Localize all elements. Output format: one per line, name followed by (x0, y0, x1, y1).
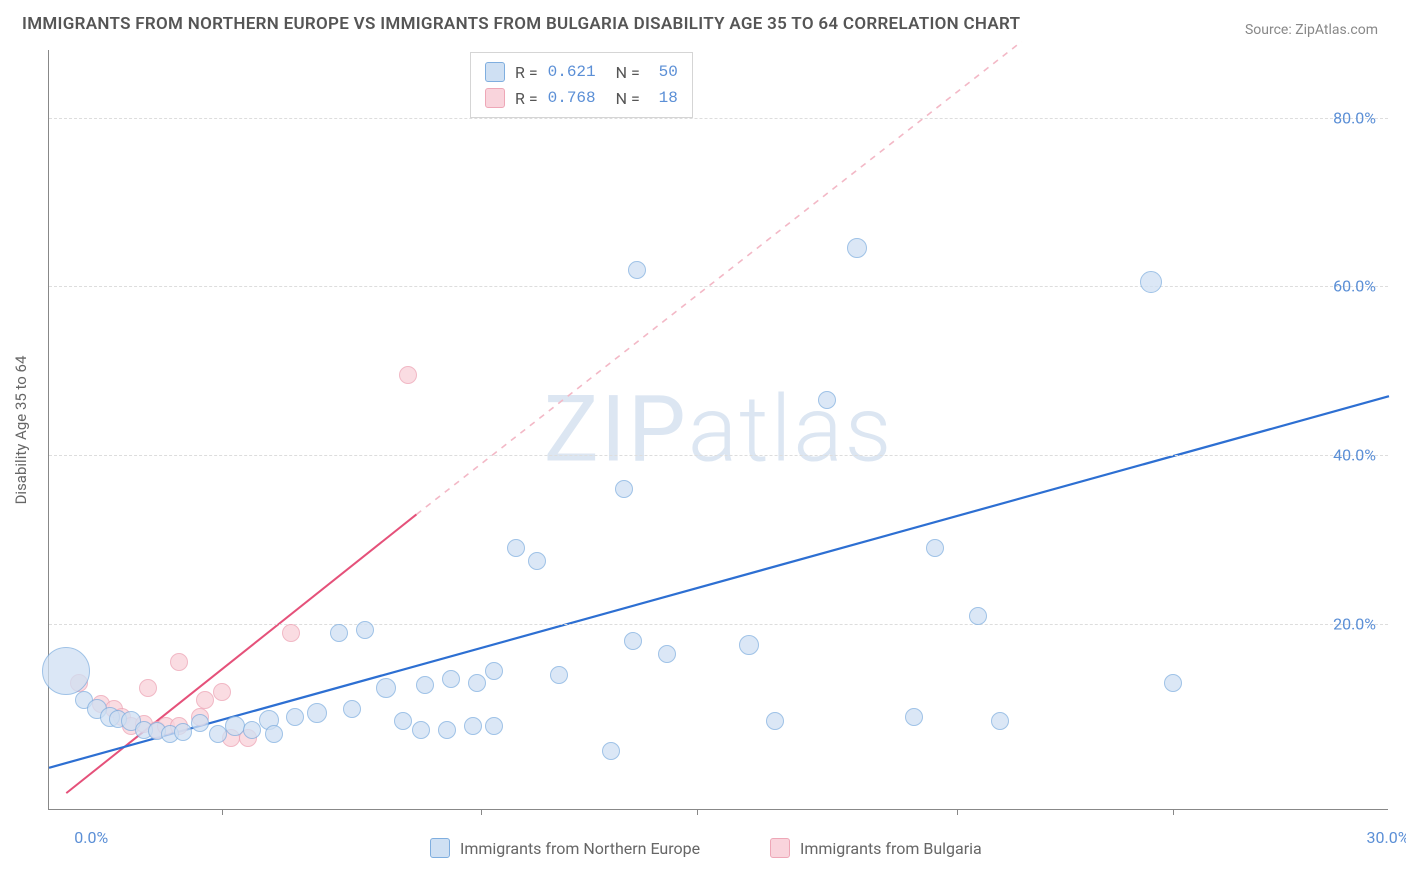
gridline (49, 118, 1388, 119)
data-point[interactable] (528, 552, 546, 570)
data-point[interactable] (818, 391, 836, 409)
gridline (49, 455, 1388, 456)
legend-n-label: N = (616, 63, 640, 82)
data-point[interactable] (330, 624, 348, 642)
source-label: Source: ZipAtlas.com (1245, 22, 1378, 38)
data-point[interactable] (416, 676, 434, 694)
y-tick-label: 20.0% (1333, 615, 1376, 634)
trend-lines-layer (49, 50, 1388, 809)
data-point[interactable] (412, 721, 430, 739)
legend-row: R = 0.768 N = 18 (485, 85, 678, 111)
data-point[interactable] (265, 725, 283, 743)
data-point[interactable] (658, 645, 676, 663)
chart-title: IMMIGRANTS FROM NORTHERN EUROPE VS IMMIG… (22, 14, 1020, 34)
data-point[interactable] (991, 712, 1009, 730)
legend-r-value: 0.768 (548, 89, 596, 107)
data-point[interactable] (394, 712, 412, 730)
data-point[interactable] (969, 607, 987, 625)
legend-swatch (485, 88, 505, 108)
y-axis-title: Disability Age 35 to 64 (12, 356, 30, 505)
gridline (49, 624, 1388, 625)
legend-r-value: 0.621 (548, 63, 596, 81)
plot-area: ZIPatlas 20.0% 40.0% 60.0% 80.0% (48, 50, 1388, 810)
data-point[interactable] (139, 679, 157, 697)
legend-swatch (770, 838, 790, 858)
data-point[interactable] (196, 691, 214, 709)
x-tick-label: 0.0% (74, 828, 108, 847)
data-point[interactable] (464, 717, 482, 735)
data-point[interactable] (1164, 674, 1182, 692)
series-legend-item[interactable]: Immigrants from Northern Europe (430, 838, 700, 858)
data-point[interactable] (739, 635, 759, 655)
data-point[interactable] (766, 712, 784, 730)
y-tick-label: 60.0% (1333, 277, 1376, 296)
data-point[interactable] (926, 539, 944, 557)
legend-n-label: N = (616, 89, 640, 108)
trend-line (66, 514, 416, 793)
data-point[interactable] (42, 647, 90, 695)
legend-n-value: 18 (650, 89, 678, 107)
data-point[interactable] (307, 703, 327, 723)
data-point[interactable] (191, 714, 209, 732)
trend-line (49, 396, 1389, 768)
data-point[interactable] (550, 666, 568, 684)
x-tick (697, 809, 698, 815)
data-point[interactable] (286, 708, 304, 726)
data-point[interactable] (438, 721, 456, 739)
series-legend-item[interactable]: Immigrants from Bulgaria (770, 838, 982, 858)
x-tick (222, 809, 223, 815)
data-point[interactable] (1140, 271, 1162, 293)
data-point[interactable] (468, 674, 486, 692)
data-point[interactable] (615, 480, 633, 498)
data-point[interactable] (343, 700, 361, 718)
x-tick (481, 809, 482, 815)
data-point[interactable] (628, 261, 646, 279)
correlation-legend: R = 0.621 N = 50 R = 0.768 N = 18 (470, 52, 693, 118)
data-point[interactable] (485, 717, 503, 735)
x-tick (1173, 809, 1174, 815)
y-tick-label: 40.0% (1333, 446, 1376, 465)
y-tick-label: 80.0% (1333, 108, 1376, 127)
gridline (49, 286, 1388, 287)
data-point[interactable] (399, 366, 417, 384)
x-tick (957, 809, 958, 815)
data-point[interactable] (213, 683, 231, 701)
data-point[interactable] (225, 716, 245, 736)
data-point[interactable] (624, 632, 642, 650)
legend-row: R = 0.621 N = 50 (485, 59, 678, 85)
data-point[interactable] (174, 723, 192, 741)
legend-series-label: Immigrants from Northern Europe (460, 839, 700, 858)
data-point[interactable] (376, 678, 396, 698)
watermark: ZIPatlas (544, 376, 894, 483)
data-point[interactable] (282, 624, 300, 642)
data-point[interactable] (442, 670, 460, 688)
data-point[interactable] (602, 742, 620, 760)
legend-r-label: R = (515, 63, 538, 82)
legend-series-label: Immigrants from Bulgaria (800, 839, 982, 858)
legend-r-label: R = (515, 89, 538, 108)
data-point[interactable] (356, 621, 374, 639)
legend-swatch (485, 62, 505, 82)
data-point[interactable] (905, 708, 923, 726)
data-point[interactable] (170, 653, 188, 671)
data-point[interactable] (847, 238, 867, 258)
data-point[interactable] (243, 721, 261, 739)
data-point[interactable] (507, 539, 525, 557)
legend-n-value: 50 (650, 63, 678, 81)
data-point[interactable] (209, 725, 227, 743)
data-point[interactable] (485, 662, 503, 680)
x-tick-label: 30.0% (1367, 828, 1406, 847)
legend-swatch (430, 838, 450, 858)
